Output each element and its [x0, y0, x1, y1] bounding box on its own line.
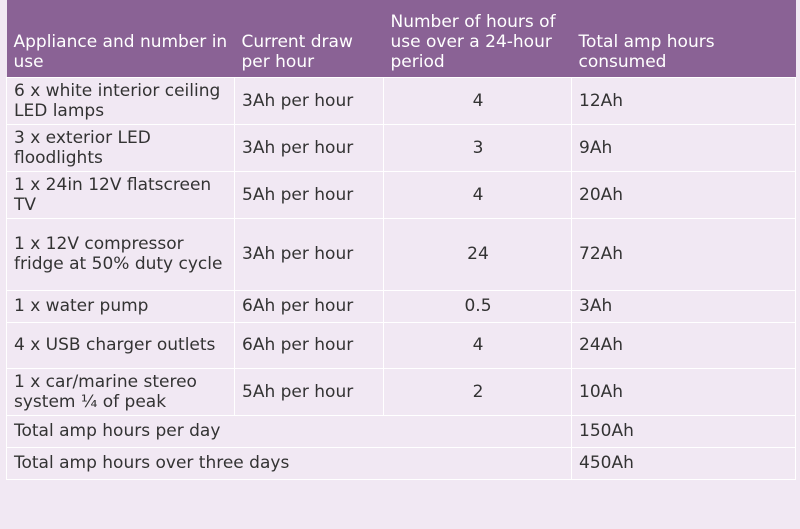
appliance-cell: 1 x 24in 12V flatscreen TV [6, 170, 235, 219]
appliance-cell: 1 x water pump [6, 289, 235, 323]
total-per-day-value: 150Ah [571, 414, 796, 448]
amp-hours-table: Appliance and number in use Current draw… [6, 0, 796, 480]
total-three-days-label: Total amp hours over three days [6, 446, 572, 480]
header-appliance: Appliance and number in use [6, 0, 235, 77]
total-cell: 20Ah [571, 170, 796, 219]
total-cell: 12Ah [571, 76, 796, 125]
hours-cell: 24 [383, 217, 572, 291]
draw-cell: 5Ah per hour [234, 367, 384, 416]
draw-cell: 3Ah per hour [234, 217, 384, 291]
draw-cell: 6Ah per hour [234, 321, 384, 369]
draw-cell: 6Ah per hour [234, 289, 384, 323]
table-row: 1 x car/marine stereo system ¼ of peak 5… [6, 367, 796, 416]
appliance-cell: 4 x USB charger outlets [6, 321, 235, 369]
total-cell: 72Ah [571, 217, 796, 291]
total-per-day-label: Total amp hours per day [6, 414, 572, 448]
appliance-cell: 6 x white interior ceiling LED lamps [6, 76, 235, 125]
table-row: 1 x 24in 12V flatscreen TV 5Ah per hour … [6, 170, 796, 219]
draw-cell: 3Ah per hour [234, 76, 384, 125]
totals-row: Total amp hours over three days 450Ah [6, 446, 796, 480]
total-cell: 24Ah [571, 321, 796, 369]
table-row: 1 x 12V compressor fridge at 50% duty cy… [6, 217, 796, 291]
total-cell: 9Ah [571, 123, 796, 172]
table-row: 4 x USB charger outlets 6Ah per hour 4 2… [6, 321, 796, 369]
header-total-amp-hours: Total amp hours consumed [571, 0, 796, 77]
hours-cell: 3 [383, 123, 572, 172]
total-cell: 10Ah [571, 367, 796, 416]
hours-cell: 4 [383, 321, 572, 369]
totals-row: Total amp hours per day 150Ah [6, 414, 796, 448]
hours-cell: 0.5 [383, 289, 572, 323]
hours-cell: 2 [383, 367, 572, 416]
total-three-days-value: 450Ah [571, 446, 796, 480]
hours-cell: 4 [383, 170, 572, 219]
table-row: 6 x white interior ceiling LED lamps 3Ah… [6, 76, 796, 125]
table-row: 1 x water pump 6Ah per hour 0.5 3Ah [6, 289, 796, 323]
table-header: Appliance and number in use Current draw… [6, 0, 796, 77]
draw-cell: 3Ah per hour [234, 123, 384, 172]
appliance-cell: 1 x car/marine stereo system ¼ of peak [6, 367, 235, 416]
total-cell: 3Ah [571, 289, 796, 323]
table-row: 3 x exterior LED floodlights 3Ah per hou… [6, 123, 796, 172]
draw-cell: 5Ah per hour [234, 170, 384, 219]
appliance-cell: 3 x exterior LED floodlights [6, 123, 235, 172]
hours-cell: 4 [383, 76, 572, 125]
header-current-draw: Current draw per hour [234, 0, 384, 77]
appliance-cell: 1 x 12V compressor fridge at 50% duty cy… [6, 217, 235, 291]
header-hours-of-use: Number of hours of use over a 24-hour pe… [383, 0, 572, 77]
